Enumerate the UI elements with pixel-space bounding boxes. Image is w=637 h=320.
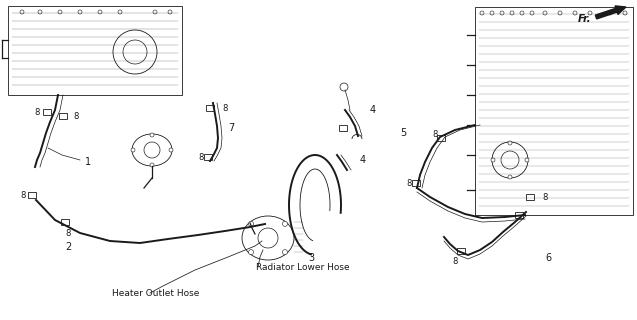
- Polygon shape: [204, 154, 212, 160]
- Circle shape: [340, 83, 348, 91]
- Text: 8: 8: [73, 111, 78, 121]
- Text: 8: 8: [542, 193, 547, 202]
- Circle shape: [510, 11, 514, 15]
- Text: 6: 6: [545, 253, 551, 263]
- Circle shape: [282, 221, 287, 226]
- Text: 8: 8: [34, 108, 39, 116]
- Circle shape: [508, 141, 512, 145]
- Circle shape: [58, 10, 62, 14]
- Circle shape: [150, 133, 154, 137]
- Polygon shape: [339, 125, 347, 131]
- Polygon shape: [437, 135, 445, 141]
- Polygon shape: [526, 194, 534, 200]
- Circle shape: [118, 10, 122, 14]
- Circle shape: [558, 11, 562, 15]
- Circle shape: [543, 11, 547, 15]
- Text: 2: 2: [65, 242, 71, 252]
- Polygon shape: [515, 212, 523, 218]
- Circle shape: [98, 10, 102, 14]
- Text: 8: 8: [452, 258, 458, 267]
- FancyArrow shape: [596, 6, 626, 19]
- Circle shape: [153, 10, 157, 14]
- Circle shape: [169, 148, 173, 152]
- Circle shape: [78, 10, 82, 14]
- Circle shape: [248, 221, 254, 226]
- Circle shape: [248, 250, 254, 255]
- Circle shape: [608, 11, 612, 15]
- Circle shape: [530, 11, 534, 15]
- Circle shape: [520, 11, 524, 15]
- Polygon shape: [59, 113, 67, 119]
- Circle shape: [282, 250, 287, 255]
- Polygon shape: [61, 219, 69, 225]
- Polygon shape: [457, 248, 465, 254]
- Circle shape: [491, 158, 495, 162]
- Polygon shape: [28, 192, 36, 198]
- Text: Radiator Lower Hose: Radiator Lower Hose: [256, 263, 350, 272]
- Circle shape: [20, 10, 24, 14]
- Text: 8: 8: [406, 179, 412, 188]
- Text: 4: 4: [370, 105, 376, 115]
- Circle shape: [573, 11, 577, 15]
- Text: 8: 8: [432, 130, 438, 139]
- Text: 8: 8: [222, 103, 227, 113]
- Text: 8: 8: [20, 190, 25, 199]
- Polygon shape: [43, 109, 51, 115]
- Text: 8: 8: [198, 153, 203, 162]
- Circle shape: [38, 10, 42, 14]
- Circle shape: [623, 11, 627, 15]
- Circle shape: [480, 11, 484, 15]
- Text: 8: 8: [66, 228, 71, 237]
- Circle shape: [508, 175, 512, 179]
- Circle shape: [131, 148, 135, 152]
- Text: Heater Outlet Hose: Heater Outlet Hose: [112, 289, 199, 298]
- Circle shape: [500, 11, 504, 15]
- Polygon shape: [412, 180, 420, 186]
- Circle shape: [588, 11, 592, 15]
- Circle shape: [525, 158, 529, 162]
- Text: Fr.: Fr.: [578, 14, 592, 24]
- Text: 4: 4: [360, 155, 366, 165]
- Text: 1: 1: [85, 157, 91, 167]
- Text: 3: 3: [308, 253, 314, 263]
- Circle shape: [490, 11, 494, 15]
- Polygon shape: [206, 105, 214, 111]
- Text: 7: 7: [228, 123, 234, 133]
- Circle shape: [150, 163, 154, 167]
- Text: 5: 5: [400, 128, 406, 138]
- Circle shape: [168, 10, 172, 14]
